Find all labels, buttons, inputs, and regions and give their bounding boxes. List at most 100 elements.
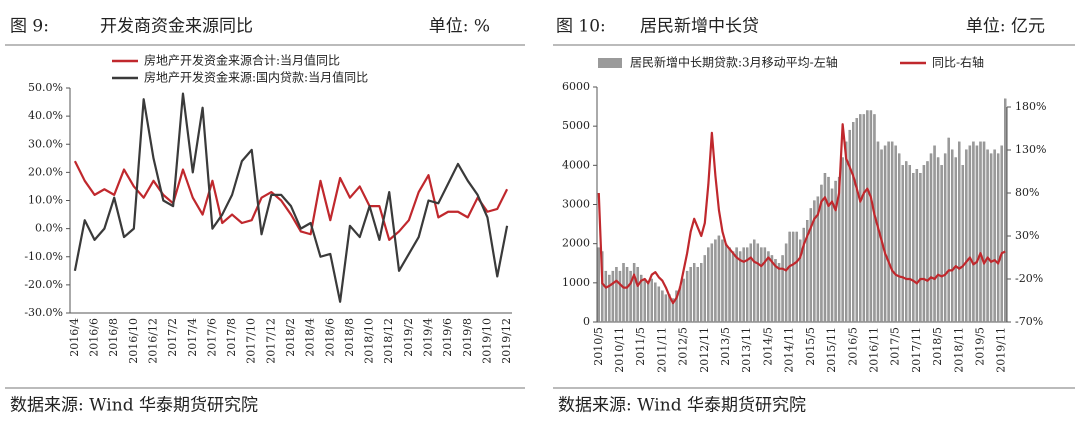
bar (601, 251, 604, 323)
bar (975, 145, 979, 323)
bar (657, 286, 661, 323)
bar (830, 188, 834, 323)
y-tick-label: -10.0% (24, 250, 63, 263)
bar (636, 267, 639, 323)
bar (802, 227, 805, 323)
bar (816, 196, 820, 323)
y-tick-label: 0.0% (35, 222, 63, 235)
x-tick-label: 2017/10 (245, 318, 258, 364)
bar (940, 165, 943, 323)
x-tick-label: 2016/11 (867, 327, 880, 373)
bar (664, 294, 668, 323)
y-tick-label: 1000 (562, 276, 590, 289)
legend-label: 居民新增中长期贷款:3月移动平均-左轴 (630, 55, 838, 70)
bar (979, 141, 982, 323)
bar (855, 118, 858, 323)
bar (947, 137, 950, 323)
x-tick-label: 2017/8 (225, 318, 238, 357)
bar (929, 153, 933, 323)
bar (731, 251, 735, 323)
figure-label: 图 10: (556, 17, 606, 37)
legend-label: 同比-右轴 (932, 55, 984, 70)
bar (912, 173, 915, 323)
x-tick-label: 2013/5 (719, 327, 732, 366)
bar (897, 153, 901, 323)
bar (746, 247, 749, 323)
line-series (73, 92, 509, 303)
y-tick-label: 40.0% (28, 109, 63, 122)
x-tick-label: 2017/4 (186, 318, 199, 357)
bar (926, 161, 929, 323)
x-tick-label: 2012/5 (677, 327, 690, 366)
bar (767, 251, 770, 323)
x-tick-label: 2018/11 (952, 327, 965, 373)
legend-label: 房地产开发资金来源合计:当月值同比 (144, 53, 340, 68)
bar (622, 263, 625, 323)
x-tick-label: 2015/11 (825, 327, 838, 373)
y-tick-label: 20.0% (28, 165, 63, 178)
x-tick-label: 2010/5 (592, 327, 605, 366)
x-tick-label: 2019/12 (500, 318, 513, 364)
bar (784, 243, 788, 323)
bar (993, 149, 996, 323)
bar (915, 169, 919, 323)
bar (844, 141, 848, 323)
bar (770, 255, 774, 323)
x-tick-label: 2019/4 (422, 318, 435, 357)
bar (629, 270, 632, 323)
bar (788, 231, 791, 323)
x-tick-label: 2016/10 (127, 318, 140, 364)
bar (738, 251, 742, 323)
x-tick-label: 2016/5 (846, 327, 859, 366)
bar (820, 184, 823, 323)
bar (883, 145, 887, 323)
bar (763, 247, 767, 323)
bar (671, 298, 675, 323)
x-tick-label: 2019/2 (402, 318, 415, 357)
bar (777, 263, 781, 323)
y-tick-label: 5000 (562, 119, 590, 132)
bar (692, 263, 696, 323)
bar (1000, 145, 1003, 323)
bar (968, 145, 972, 323)
bar (919, 173, 922, 323)
bar (625, 267, 629, 323)
x-tick-label: 2018/2 (284, 318, 297, 357)
legend-label: 房地产开发资金来源:国内贷款:当月值同比 (144, 70, 368, 85)
bar (682, 278, 685, 323)
bar (859, 114, 862, 323)
bar (618, 270, 622, 323)
y-tick-label: 3000 (562, 198, 590, 211)
x-tick-label: 2013/11 (740, 327, 753, 373)
bar (650, 278, 653, 323)
unit-label: 单位: % (429, 17, 490, 37)
x-tick-label: 2018/5 (931, 327, 944, 366)
bar (632, 263, 636, 323)
bar (724, 243, 728, 323)
bar (887, 141, 890, 323)
bar (753, 239, 756, 323)
x-tick-label: 2015/5 (804, 327, 817, 366)
bar (806, 220, 809, 323)
x-tick-label: 2019/5 (973, 327, 986, 366)
x-tick-label: 2011/5 (634, 327, 647, 366)
x-tick-label: 2018/4 (304, 318, 317, 357)
bar (972, 141, 975, 323)
bar (700, 263, 703, 323)
bar (933, 145, 936, 323)
bar (685, 270, 689, 323)
x-tick-label: 2017/11 (910, 327, 923, 373)
bar (611, 270, 615, 323)
y-tick-label: 10.0% (28, 194, 63, 207)
y2-tick-label: 130% (1015, 143, 1046, 156)
x-tick-label: 2016/4 (68, 318, 81, 357)
bar (894, 145, 897, 323)
y-tick-label: 2000 (562, 237, 590, 250)
y-tick-label: 6000 (562, 80, 590, 93)
bar (795, 231, 798, 323)
bar (862, 114, 866, 323)
bar (710, 243, 714, 323)
bar (661, 290, 664, 323)
x-tick-label: 2010/11 (613, 327, 626, 373)
